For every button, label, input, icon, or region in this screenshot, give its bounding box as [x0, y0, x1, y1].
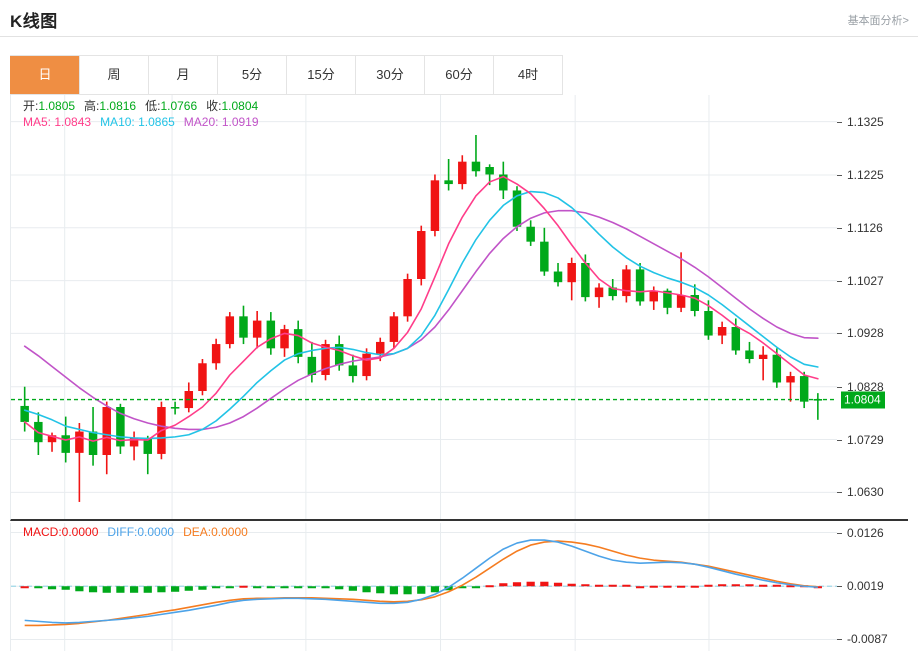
macd-value: 0.0000: [61, 525, 99, 539]
close-label: 收:: [206, 99, 222, 113]
page-header: K线图 基本面分析>: [0, 0, 918, 37]
dea-label: DEA:: [183, 525, 212, 539]
price-axis-tick: 1.1225: [847, 168, 884, 182]
high-value: 1.0816: [99, 99, 137, 113]
price-axis-tick: 1.0928: [847, 326, 884, 341]
ma5-label: MA5:: [23, 115, 52, 129]
ohlc-legend: 开:1.0805 高:1.0816 低:1.0766 收:1.0804: [23, 97, 258, 114]
tab-日[interactable]: 日: [10, 56, 79, 94]
price-panel[interactable]: 开:1.0805 高:1.0816 低:1.0766 收:1.0804 MA5: 1.…: [10, 95, 908, 521]
dea-value: 0.0000: [211, 525, 248, 539]
tab-30分[interactable]: 30分: [355, 56, 424, 94]
ma20-value: 1.0919: [221, 115, 259, 129]
tab-15分[interactable]: 15分: [286, 56, 355, 94]
tab-5分[interactable]: 5分: [217, 56, 286, 94]
kline-chart-area: 开:1.0805 高:1.0816 低:1.0766 收:1.0804 MA5: 1.…: [10, 95, 908, 651]
macd-axis-tick: 0.0019: [847, 579, 884, 594]
ma-legend: MA5: 1.0843 MA10: 1.0865 MA20: 1.0919: [23, 115, 259, 129]
open-value: 1.0805: [38, 99, 76, 113]
macd-label: MACD:: [23, 525, 62, 539]
high-label: 高:: [84, 99, 100, 113]
price-axis-tickmark: [837, 333, 842, 335]
macd-panel[interactable]: MACD:0.0000 DIFF:0.0000 DEA:0.0000 0.0126 0…: [10, 523, 908, 651]
price-axis-tickmark: [837, 386, 842, 388]
price-axis-tickmark: [837, 175, 842, 176]
price-axis-tick: 1.1325: [847, 114, 884, 129]
open-label: 开:: [23, 99, 39, 113]
macd-axis-tickmark: [837, 532, 842, 534]
ma5-value: 1.0843: [54, 115, 92, 129]
price-axis-tick: 1.0729: [847, 432, 884, 447]
timeframe-tabbar: 日周月 5分 15分 30分 60分 4时: [10, 55, 563, 95]
macd-axis-tick: -0.0087: [847, 632, 888, 647]
macd-axis-tickmark: [837, 586, 842, 588]
macd-legend: MACD:0.0000 DIFF:0.0000 DEA:0.0000: [23, 525, 248, 539]
price-axis-tick: 1.1126: [847, 220, 883, 235]
page-title: K线图: [10, 12, 58, 31]
price-axis-tickmark: [837, 280, 842, 282]
price-axis-tick: 1.0630: [847, 485, 884, 500]
low-label: 低:: [145, 99, 161, 113]
tab-4时[interactable]: 4时: [493, 56, 562, 94]
price-axis-tickmark: [837, 227, 842, 229]
tab-周[interactable]: 周: [79, 56, 148, 94]
price-axis-tickmark: [837, 492, 842, 494]
tab-月[interactable]: 月: [148, 56, 217, 94]
diff-value: 0.0000: [137, 525, 175, 539]
price-axis-tick: 1.1027: [847, 273, 884, 288]
macd-axis-tick: 0.0126: [847, 525, 884, 540]
current-price-badge: 1.0804: [841, 391, 885, 409]
close-value: 1.0804: [221, 99, 259, 113]
macd-plot[interactable]: [11, 523, 837, 651]
price-axis-tick: 1.0828: [847, 379, 884, 394]
fundamental-analysis-link[interactable]: 基本面分析>: [847, 15, 909, 27]
low-value: 1.0766: [160, 99, 198, 113]
candlestick-plot[interactable]: [11, 95, 837, 519]
macd-axis: 0.0126 0.0019 -0.0087: [837, 523, 918, 651]
ma20-label: MA20:: [183, 115, 219, 129]
price-axis-tickmark: [837, 121, 842, 123]
tab-60分[interactable]: 60分: [424, 56, 493, 94]
macd-axis-tickmark: [837, 639, 842, 641]
ma10-label: MA10:: [100, 115, 135, 129]
price-axis: 1.1325 1.1225 1.1126 1.1027 1.0928 1.0828 1.07…: [837, 95, 918, 519]
ma10-value: 1.0865: [138, 115, 175, 129]
diff-label: DIFF:: [107, 525, 138, 539]
price-axis-tickmark: [837, 439, 842, 441]
